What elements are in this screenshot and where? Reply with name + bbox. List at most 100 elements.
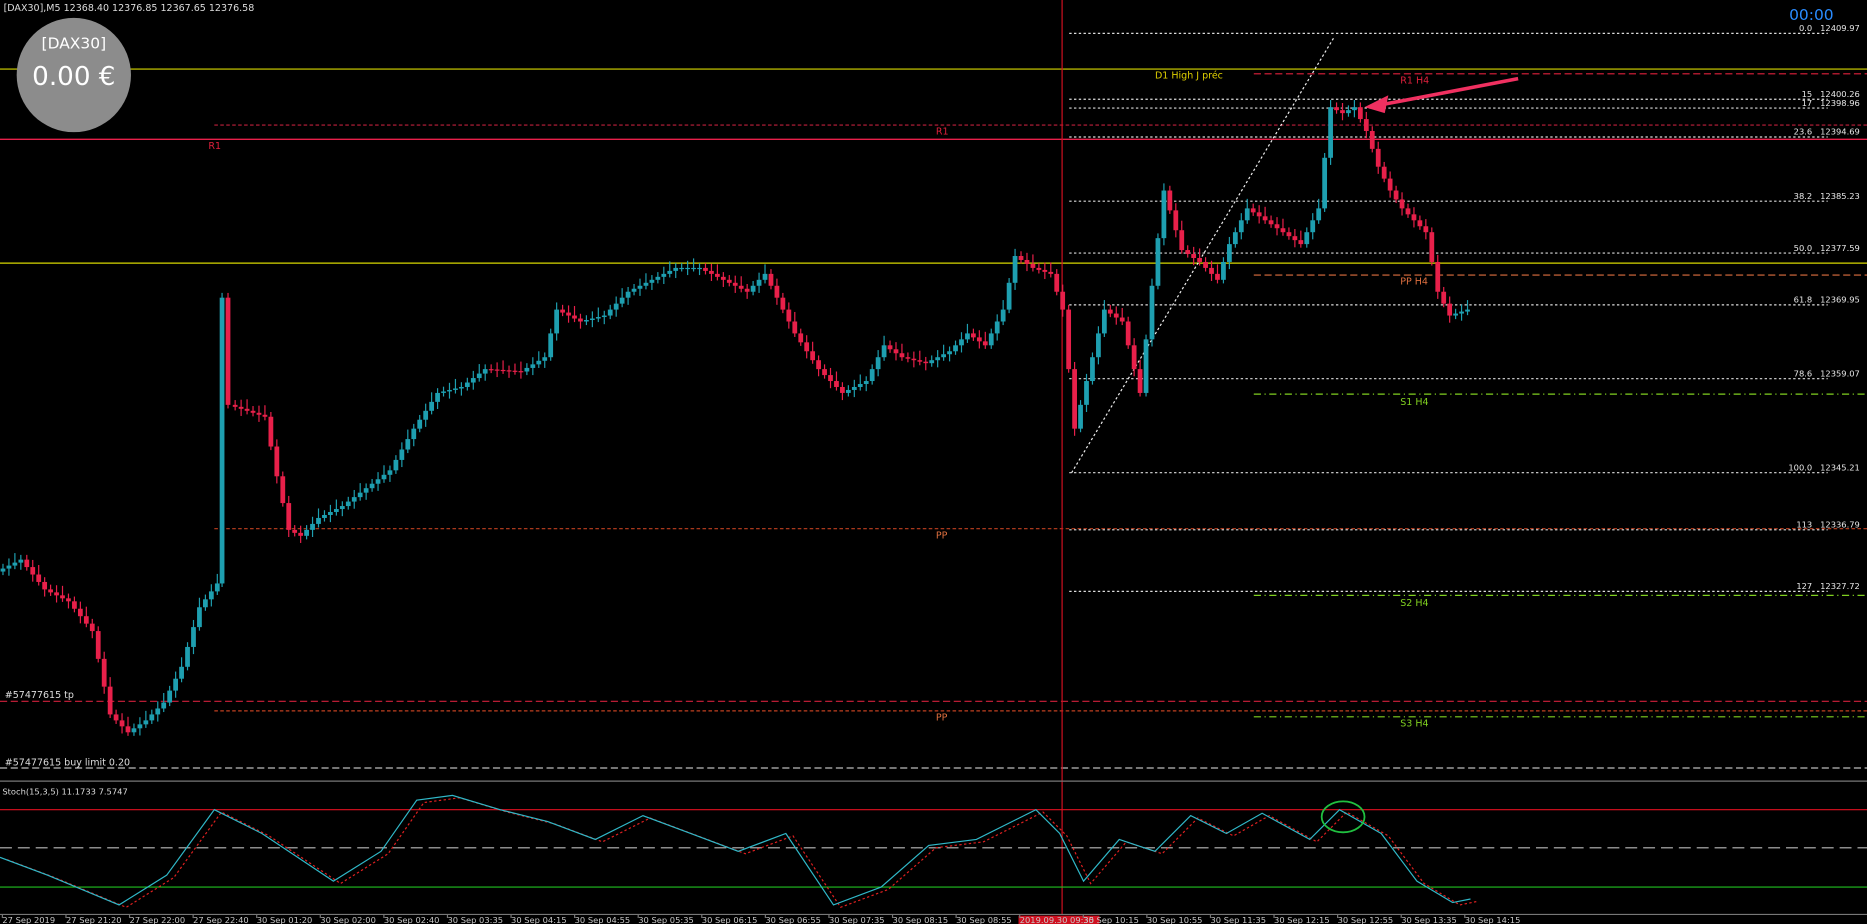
time-label: 30 Sep 12:15 — [1274, 915, 1330, 924]
candle-body — [1232, 232, 1238, 245]
candle-body — [304, 529, 309, 536]
candle-body — [214, 583, 220, 592]
candle-body — [131, 728, 137, 733]
candle-body — [1244, 208, 1250, 221]
candle-body — [756, 279, 762, 286]
fib-price: 12369.95 — [1820, 295, 1860, 305]
fib-price: 12400.26 — [1820, 89, 1860, 99]
candle-body — [244, 408, 250, 411]
candle-body — [720, 276, 726, 280]
candle-body — [339, 506, 345, 510]
candle-body — [1381, 166, 1387, 179]
candle-body — [750, 285, 756, 292]
candle-body — [691, 267, 696, 270]
candle-body — [411, 428, 417, 440]
candle-body — [768, 273, 774, 286]
candle-body — [1143, 339, 1149, 393]
time-axis: 27 Sep 2019 27 Sep 21:20 27 Sep 22:00 27 Se… — [1, 914, 1521, 924]
candle-body — [1054, 273, 1060, 292]
candle-body — [238, 406, 244, 409]
candle-body — [810, 351, 816, 361]
candle-body — [875, 357, 881, 370]
level-label: R1 — [208, 141, 221, 152]
candle-body — [470, 378, 476, 383]
candle-body — [893, 349, 899, 354]
candle-body — [1352, 107, 1357, 111]
candle-body — [947, 351, 952, 355]
candle-body — [369, 483, 375, 489]
candle-body — [298, 532, 304, 536]
candle-body — [589, 318, 595, 321]
candle-body — [1417, 220, 1423, 227]
candle-body — [857, 384, 863, 387]
candle-body — [941, 354, 947, 358]
highlight-circle — [1320, 800, 1366, 834]
candle-body — [607, 309, 613, 316]
candle-body — [219, 297, 225, 584]
candle-body — [1012, 256, 1018, 283]
candle-body — [738, 285, 744, 289]
time-label: 30 Sep 04:55 — [575, 915, 631, 924]
candle-body — [30, 567, 36, 575]
candle-body — [1155, 238, 1161, 286]
time-label: 30 Sep 07:35 — [829, 915, 885, 924]
candle-body — [732, 282, 738, 286]
candle-body — [1006, 282, 1012, 310]
candle-body — [774, 285, 780, 298]
candle-body — [863, 381, 869, 385]
time-label: 30 Sep 14:15 — [1465, 915, 1521, 924]
candle-body — [744, 288, 750, 292]
candle-body — [1042, 269, 1048, 272]
time-label: 27 Sep 22:00 — [130, 915, 186, 924]
fib-price: 12359.07 — [1820, 368, 1860, 378]
candle-body — [476, 373, 482, 379]
level-label: D1 High J préc — [1155, 71, 1223, 82]
fib-level: 113 — [1796, 520, 1812, 530]
candle-body — [1334, 107, 1339, 111]
candle-body — [417, 419, 423, 429]
candle-body — [95, 631, 101, 659]
candle-body — [518, 371, 524, 373]
candle-body — [256, 412, 262, 415]
candle-body — [1310, 220, 1316, 233]
candle-body — [1227, 244, 1232, 262]
candle-body — [1221, 261, 1226, 280]
candle-body — [1096, 333, 1101, 358]
chart-header: [DAX30],M5 12368.40 12376.85 12367.65 12… — [4, 3, 255, 14]
candle-body — [560, 309, 565, 313]
candle-body — [286, 503, 292, 530]
candle-body — [24, 559, 30, 568]
time-label: 30 Sep 01:20 — [257, 915, 313, 924]
candle-body — [685, 267, 691, 270]
candle-body — [1185, 250, 1191, 255]
candle-body — [667, 270, 673, 274]
clock: 00:00 — [1789, 6, 1834, 24]
time-label: 30 Sep 08:15 — [893, 915, 949, 924]
time-label: 30 Sep 05:35 — [638, 915, 694, 924]
candle-body — [869, 369, 875, 382]
candle-body — [1405, 208, 1411, 215]
candle-body — [77, 608, 83, 617]
candle-body — [494, 369, 500, 371]
candle-body — [1292, 236, 1298, 241]
candle-body — [935, 357, 941, 361]
candle-body — [840, 386, 845, 393]
candle-body — [798, 333, 804, 343]
candle-body — [1286, 232, 1292, 237]
candle-body — [357, 492, 363, 498]
candle-body — [191, 627, 196, 647]
candle-body — [613, 303, 619, 310]
candle-body — [173, 678, 179, 691]
candle-body — [923, 361, 929, 364]
candle-body — [679, 267, 685, 270]
candle-body — [1131, 345, 1137, 370]
candle-body — [381, 474, 387, 480]
candle-body — [1167, 190, 1173, 211]
candle-body — [887, 345, 893, 350]
candle-body — [845, 389, 851, 393]
candle-body — [822, 369, 827, 376]
fib-price: 12327.72 — [1820, 581, 1860, 591]
candle-body — [625, 291, 631, 298]
badge-symbol: [DAX30] — [42, 35, 107, 53]
fib-price: 12398.96 — [1820, 98, 1860, 108]
